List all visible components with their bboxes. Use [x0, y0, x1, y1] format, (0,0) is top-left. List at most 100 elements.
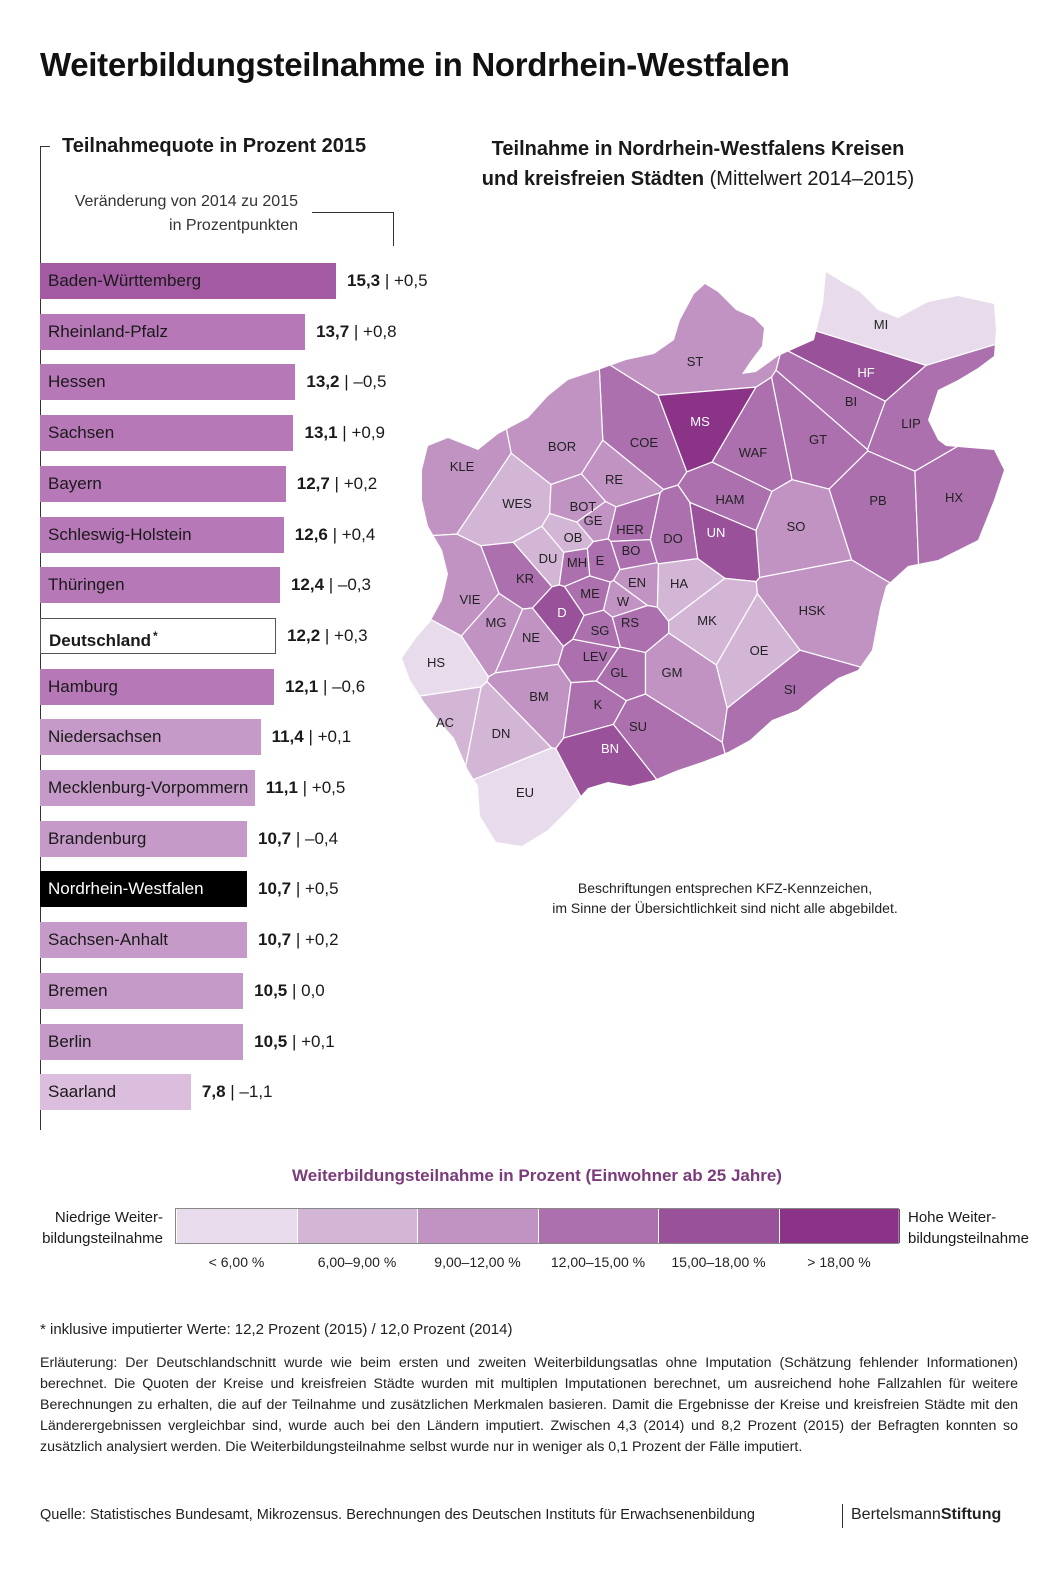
change: | +0,3 [320, 625, 368, 645]
brand-part1: Bertelsmann [851, 1506, 941, 1523]
district-label-vie: VIE [460, 592, 481, 607]
map-note-line2: im Sinne der Übersichtlichkeit sind nich… [552, 900, 898, 916]
map-title-line2: und kreisfreien Städten [481, 168, 705, 190]
change: | +0,2 [329, 473, 378, 493]
bar-bremen: Bremen [40, 972, 244, 1009]
bar-label: Sachsen [48, 423, 115, 443]
district-label-lip: LIP [901, 416, 921, 431]
bar-label: Sachsen-Anhalt [48, 930, 169, 950]
legend-low-line1: Niedrige Weiter- [54, 1209, 163, 1226]
district-label-en: EN [628, 575, 646, 590]
district-label-bor: BOR [548, 439, 576, 454]
map-note: Beschriftungen entsprechen KFZ-Kennzeich… [440, 878, 1010, 918]
change: | +0,2 [291, 930, 339, 950]
district-label-hsk: HSK [799, 603, 826, 618]
district-label-her: HER [616, 522, 643, 537]
map-title-suffix: (Mittelwert 2014–2015) [704, 168, 915, 190]
footnote-marker: * [153, 628, 158, 643]
change: | –0,4 [291, 828, 339, 848]
change: | +0,8 [349, 321, 397, 341]
bar-brandenburg: Brandenburg [40, 820, 248, 857]
bar-value-label: 13,7 | +0,8 [316, 314, 397, 350]
bar-label: Baden-Württemberg [48, 271, 202, 290]
district-label-me: ME [580, 586, 600, 601]
bar-label: Rheinland-Pfalz [48, 321, 169, 341]
district-label-so: SO [787, 519, 806, 534]
district-label-re: RE [605, 472, 623, 487]
change-bracket [312, 212, 394, 213]
bar-niedersachsen: Niedersachsen [40, 719, 261, 756]
bar-value-label: 10,5 | +0,1 [254, 1024, 335, 1060]
value: 13,1 [304, 423, 338, 443]
change: | +0,5 [380, 271, 428, 290]
source-note: Quelle: Statistisches Bundesamt, Mikroze… [40, 1507, 755, 1523]
change: | +0,9 [337, 423, 386, 443]
change: | +0,1 [287, 1031, 335, 1051]
district-label-bn: BN [601, 741, 619, 756]
change: | –1,1 [225, 1082, 273, 1102]
legend-swatch [296, 1209, 418, 1243]
bar-value-label: 13,1 | +0,9 [304, 415, 385, 451]
bar-label: Bayern [48, 473, 102, 493]
bar-value-label: 11,1 | +0,5 [266, 770, 346, 806]
district-label-st: ST [687, 354, 704, 369]
value: 12,4 [290, 575, 325, 595]
footnote: * inklusive imputierter Werte: 12,2 Proz… [40, 1321, 513, 1338]
bar-mecklenburg-vorpommern: Mecklenburg-Vorpommern [40, 770, 255, 806]
bar-hamburg: Hamburg [40, 668, 275, 705]
district-label-bo: BO [622, 543, 641, 558]
value: 12,2 [287, 625, 321, 645]
bar-value-label: 10,7 | +0,2 [258, 922, 339, 958]
bar-value-label: 12,7 | +0,2 [297, 466, 378, 502]
district-label-rs: RS [621, 615, 639, 630]
bar-nordrhein-westfalen: Nordrhein-Westfalen [40, 871, 248, 908]
district-label-gm: GM [662, 665, 683, 680]
bar-value-label: 7,8 | –1,1 [202, 1074, 273, 1110]
bar-value-label: 12,6 | +0,4 [295, 517, 376, 553]
district-label-kr: KR [516, 571, 534, 586]
bar-value-label: 10,7 | –0,4 [258, 821, 338, 857]
change: | +0,5 [297, 778, 346, 797]
bar-bayern: Bayern [40, 465, 286, 502]
legend-high-label: Hohe Weiter- bildungsteilnahme [908, 1207, 1048, 1249]
district-label-un: UN [707, 525, 726, 540]
change: | +0,1 [303, 727, 352, 747]
district-label-ge: GE [584, 513, 603, 528]
legend-swatch [537, 1209, 659, 1243]
district-label-ob: OB [564, 530, 583, 545]
value: 12,1 [285, 676, 319, 696]
bar-sachsen: Sachsen [40, 415, 294, 452]
bertelsmann-stiftung-logo: BertelsmannStiftung [851, 1506, 1001, 1524]
bar-value-label: 10,7 | +0,5 [258, 871, 339, 907]
explanation-text: Erläuterung: Der Deutschlandschnitt wurd… [40, 1355, 1018, 1455]
bar-value-label: 11,4 | +0,1 [272, 719, 352, 755]
bar-chart-title: Teilnahmequote in Prozent 2015 [62, 135, 367, 157]
district-label-ac: AC [436, 715, 454, 730]
bar-value-label: 13,2 | –0,5 [306, 364, 386, 400]
district-label-wes: WES [502, 496, 532, 511]
district-label-coe: COE [630, 435, 659, 450]
map-title: Teilnahme in Nordrhein-Westfalens Kreise… [420, 134, 976, 194]
district-label-gl: GL [610, 665, 627, 680]
district-label-dn: DN [492, 726, 511, 741]
district-label-hf: HF [857, 365, 874, 380]
bar-hessen: Hessen [40, 364, 296, 401]
district-label-e: E [596, 553, 605, 568]
district-label-ham: HAM [716, 492, 745, 507]
bar-label: Hamburg [48, 676, 118, 696]
change: | 0,0 [287, 980, 325, 1000]
district-label-mk: MK [697, 613, 717, 628]
district-label-ha: HA [670, 576, 688, 591]
district-label-mh: MH [567, 555, 587, 570]
district-label-si: SI [784, 682, 796, 697]
bar-label: Hessen [48, 372, 106, 392]
legend-swatch [176, 1209, 297, 1243]
value: 7,8 [201, 1082, 226, 1102]
value: 13,2 [306, 372, 340, 392]
value: 11,1 [265, 778, 298, 797]
bar-baden-württemberg: Baden-Württemberg [40, 263, 337, 299]
value: 10,5 [254, 1031, 288, 1051]
legend-class-label: > 18,00 % [807, 1254, 871, 1270]
bar-rheinland-pfalz: Rheinland-Pfalz [40, 313, 306, 350]
